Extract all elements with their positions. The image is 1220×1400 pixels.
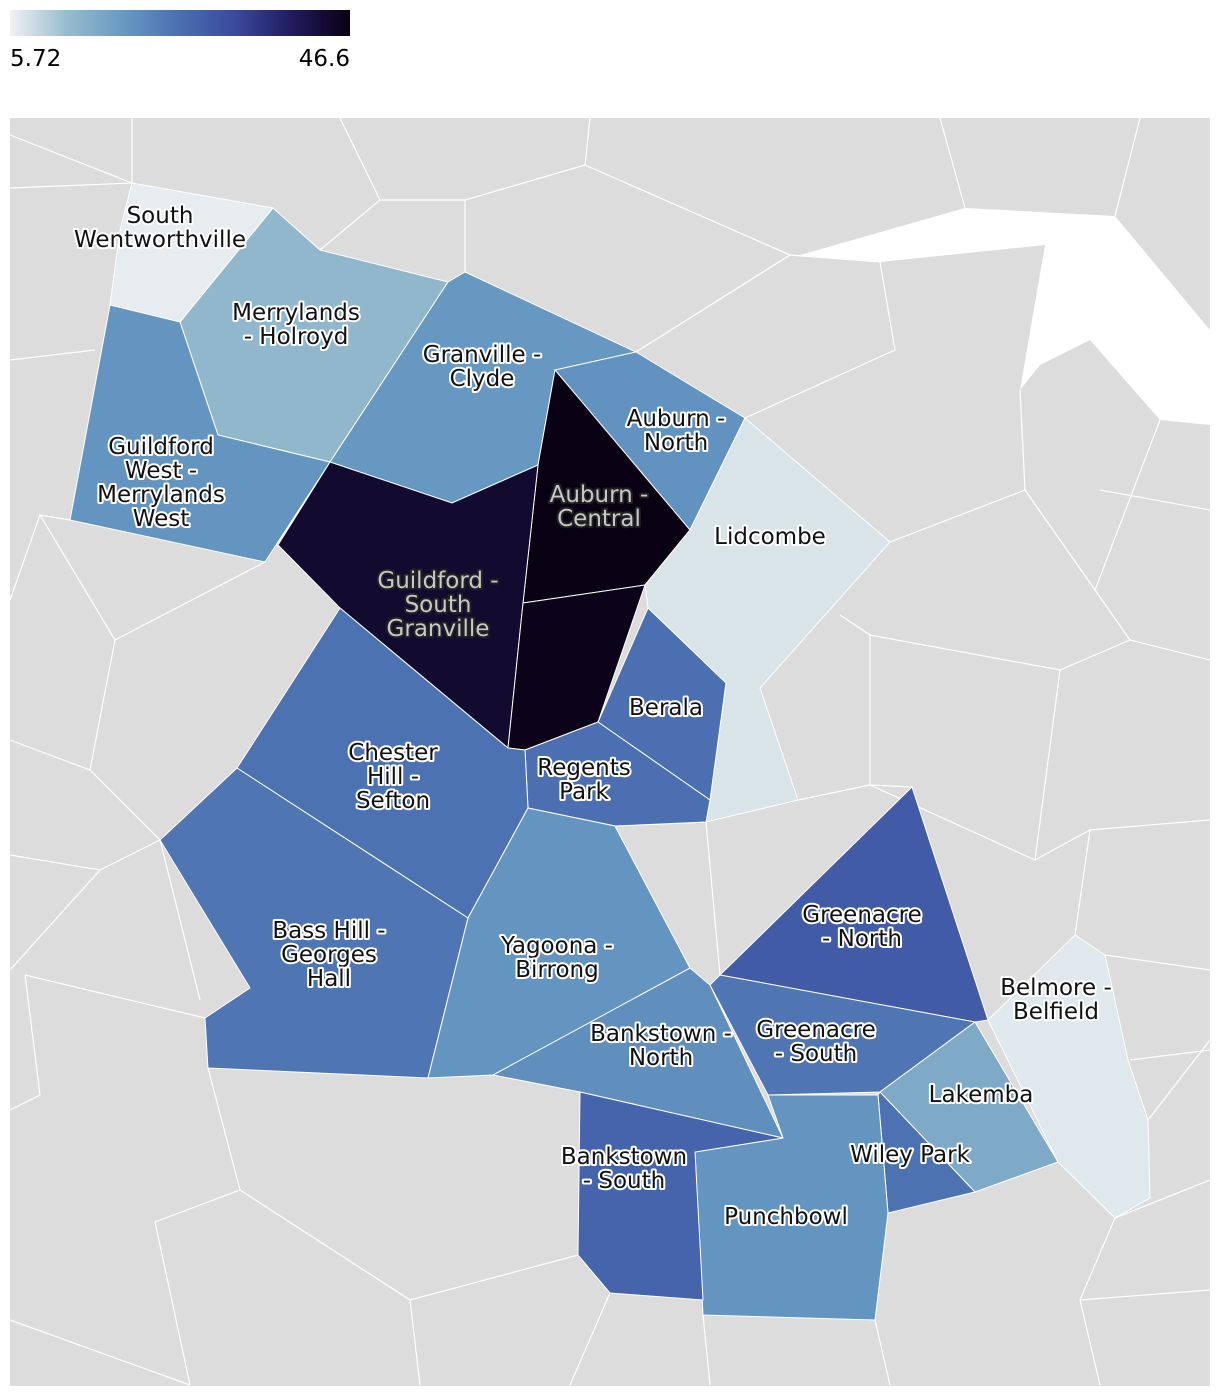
region-label: Greenacre - South — [756, 1017, 876, 1067]
region-label: Merrylands - Holroyd — [232, 300, 360, 350]
region-label: Regents Park — [537, 755, 630, 805]
region-label: Chester Hill -Sefton — [348, 740, 438, 814]
region-label: Bankstown -North — [590, 1021, 732, 1071]
region-label: Wiley Park — [850, 1142, 970, 1168]
region-label: South Wentworthville — [74, 203, 246, 253]
region-label: Berala — [629, 695, 703, 721]
region-label: Bankstown - South — [561, 1144, 687, 1194]
region-label: Punchbowl — [724, 1204, 848, 1230]
legend-gradient — [10, 10, 350, 36]
legend-max: 46.6 — [299, 46, 350, 72]
region-label: Lidcombe — [714, 524, 826, 550]
region-label: Bass Hill -Georges Hall — [272, 918, 385, 992]
background-borders — [9, 117, 1211, 1386]
region-label: Guildford West -Merrylands West — [97, 434, 225, 532]
region — [491, 967, 784, 1139]
region — [577, 1091, 784, 1301]
region-label: Auburn -Central — [550, 482, 649, 532]
water — [800, 208, 1210, 425]
region-label: Lakemba — [929, 1082, 1034, 1108]
region-label: Belmore -Belfield — [1000, 975, 1112, 1025]
region-label: Yagoona -Birrong — [500, 933, 613, 983]
region-label: Greenacre - North — [802, 902, 922, 952]
region-label: Granville -Clyde — [423, 342, 542, 392]
region — [987, 934, 1151, 1219]
legend-min: 5.72 — [10, 46, 61, 72]
region-label: Auburn -North — [627, 406, 726, 456]
region-label: Guildford -South Granville — [377, 568, 498, 642]
